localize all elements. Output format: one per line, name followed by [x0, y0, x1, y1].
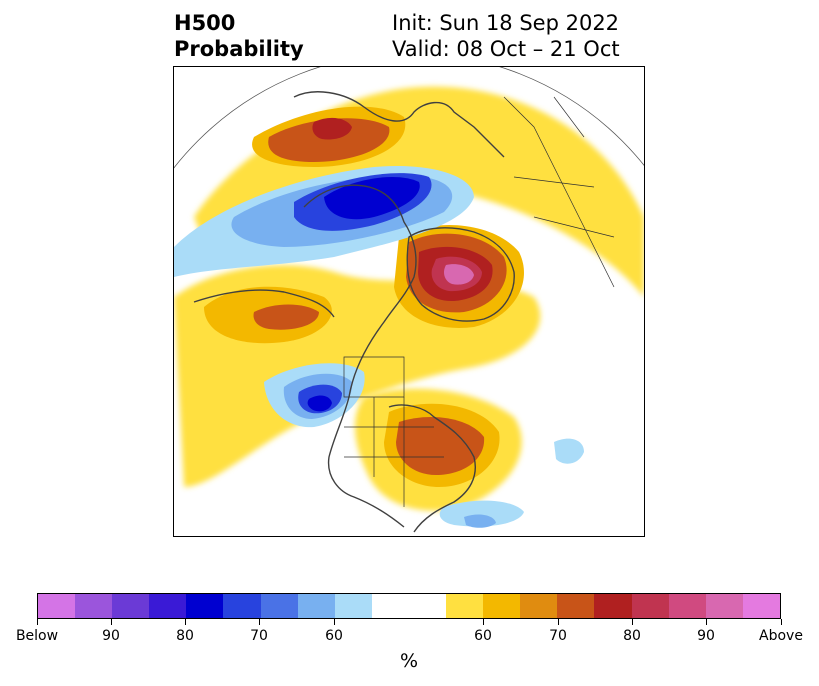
colorbar-swatch — [371, 594, 447, 618]
colorbar-tick-mark — [259, 619, 260, 625]
colorbar-swatch — [186, 594, 224, 618]
colorbar-unit-label: % — [399, 650, 419, 672]
below-60-atlantic — [439, 500, 524, 527]
colorbar-swatch — [483, 594, 521, 618]
below-90-trough — [324, 177, 420, 220]
colorbar-tick-mark — [558, 619, 559, 625]
tick-label: 70 — [549, 628, 567, 644]
probability-shading — [174, 86, 644, 528]
tick-label: 80 — [623, 628, 641, 644]
colorbar-swatch — [557, 594, 595, 618]
tick-label: 80 — [176, 628, 194, 644]
above-80-east — [396, 417, 485, 475]
colorbar-tick-mark — [185, 619, 186, 625]
map-title: H500 Probability — [174, 10, 304, 62]
valid-range: Valid: 08 Oct – 21 Oct — [392, 37, 620, 61]
colorbar-swatch — [446, 594, 484, 618]
below-60-east-atlantic — [554, 438, 584, 464]
polar-stereographic-map — [174, 67, 644, 536]
boundary-grid-b — [503, 96, 615, 288]
tick-label: 70 — [250, 628, 268, 644]
colorbar-tick-mark — [111, 619, 112, 625]
coastline-eurasia-north — [293, 91, 505, 158]
colorbar-swatch — [112, 594, 150, 618]
political-boundaries — [343, 96, 615, 507]
colorbar-swatch — [520, 594, 558, 618]
above-80-north — [268, 118, 390, 162]
tick-label: 60 — [325, 628, 343, 644]
colorbar-tick-mark — [632, 619, 633, 625]
below-70-atlantic — [464, 514, 496, 528]
tick-label: Above — [759, 628, 803, 644]
colorbar-tick-mark — [334, 619, 335, 625]
coastline-arctic — [303, 184, 417, 398]
coastline-greenland — [406, 227, 515, 322]
colorbar-tick-mark — [781, 619, 782, 625]
coastlines — [193, 91, 515, 533]
above-80-west — [253, 304, 319, 330]
coastline-east-na — [388, 404, 476, 533]
colorbar-tick-mark — [37, 619, 38, 625]
tick-label: 60 — [474, 628, 492, 644]
tick-label: Below — [15, 628, 59, 644]
boundary-grid-a — [344, 397, 444, 507]
colorbar-swatch — [260, 594, 298, 618]
above-peak-greenland — [444, 264, 474, 285]
colorbar-swatch — [38, 594, 76, 618]
tick-label: 90 — [102, 628, 120, 644]
colorbar — [37, 593, 781, 619]
coastline-west — [193, 289, 335, 318]
tick-label: 90 — [697, 628, 715, 644]
colorbar-swatch — [668, 594, 706, 618]
colorbar-swatch — [223, 594, 261, 618]
below-90-west-na — [307, 395, 332, 412]
colorbar-swatch — [594, 594, 632, 618]
title-line-h500: H500 — [174, 11, 236, 35]
init-date: Init: Sun 18 Sep 2022 — [392, 11, 620, 35]
coastline-west-na — [327, 396, 405, 528]
colorbar-swatch — [75, 594, 113, 618]
colorbar-swatch — [149, 594, 187, 618]
colorbar-swatch — [297, 594, 335, 618]
colorbar-swatch — [334, 594, 372, 618]
colorbar-swatch — [705, 594, 743, 618]
colorbar-swatch — [631, 594, 669, 618]
title-line-probability: Probability — [174, 37, 304, 61]
colorbar-tick-mark — [706, 619, 707, 625]
colorbar-tick-mark — [483, 619, 484, 625]
probability-map — [173, 66, 645, 537]
forecast-dates: Init: Sun 18 Sep 2022 Valid: 08 Oct – 21… — [392, 10, 620, 62]
above-90-north — [312, 117, 352, 140]
colorbar-swatch — [742, 594, 780, 618]
